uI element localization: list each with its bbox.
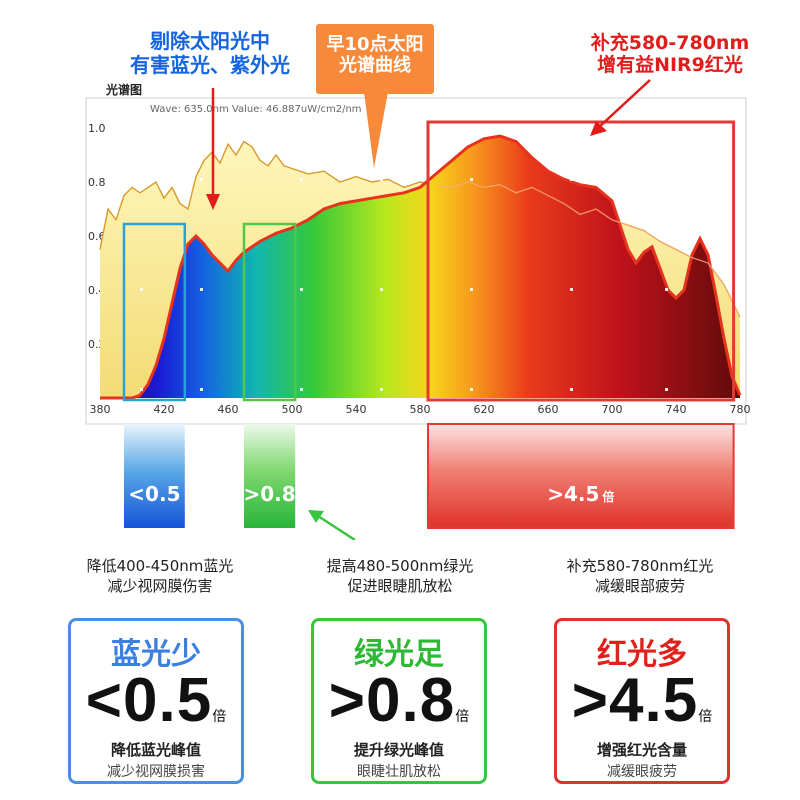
x-tick-label: 540: [346, 403, 367, 416]
red-callout-line2: 增有益NIR9红光: [597, 54, 743, 77]
product-spectrum-area: [100, 136, 740, 398]
grid-dot: [140, 288, 143, 291]
grid-dot: [300, 178, 303, 181]
card-blue-unit: 倍: [212, 708, 227, 724]
grid-dot: [200, 388, 203, 391]
card-blue-value-row: <0.5倍: [71, 665, 241, 736]
red-callout-arrow-icon: [590, 79, 651, 136]
x-tick-label: 420: [154, 403, 175, 416]
x-tick-label: 700: [602, 403, 623, 416]
card-red-value: >4.5: [571, 666, 699, 735]
y-tick-label: 1.0: [88, 122, 106, 135]
x-tick-label: 580: [410, 403, 431, 416]
grid-dot: [140, 178, 143, 181]
blue-callout-line2: 有害蓝光、紫外光: [130, 52, 290, 77]
card-red-unit: 倍: [698, 708, 713, 724]
blue-callout-line1: 剔除太阳光中: [150, 29, 270, 53]
red-ratio-unit: 倍: [602, 489, 614, 504]
grid-dot: [470, 288, 473, 291]
card-green-value-row: >0.8倍: [314, 665, 484, 736]
chart-title: 光谱图: [105, 82, 142, 97]
grid-dot: [470, 388, 473, 391]
band-text-blue: 降低400-450nm蓝光 减少视网膜伤害: [40, 556, 280, 597]
band-blue-line1: 降低400-450nm蓝光: [86, 557, 234, 575]
card-green-title: 绿光足: [354, 637, 444, 672]
x-tick-labels: 380 420 460 500 540 580 620 660 700 740 780: [90, 403, 751, 416]
card-red-value-row: >4.5倍: [557, 665, 727, 736]
card-blue-value: <0.5: [85, 666, 213, 735]
grid-dot: [665, 288, 668, 291]
wave-readout: Wave: 635.0nm Value: 46.887uW/cm2/nm: [150, 104, 362, 115]
y-tick-label: 0.6: [88, 230, 106, 243]
grid-dot: [380, 288, 383, 291]
grid-dot: [665, 178, 668, 181]
grid-dot: [200, 288, 203, 291]
band-text-green: 提高480-500nm绿光 促进眼睫肌放松: [282, 556, 518, 597]
blue-ratio-bar: [124, 424, 185, 528]
blue-callout: 剔除太阳光中 有害蓝光、紫外光: [110, 29, 310, 77]
red-ratio-bar: [427, 423, 735, 529]
green-ratio-label: >0.8: [244, 482, 296, 506]
x-tick-label: 620: [474, 403, 495, 416]
grid-dot: [300, 388, 303, 391]
blue-callout-arrow-icon: [206, 88, 220, 210]
card-red-line1: 增强红光含量: [596, 741, 687, 759]
card-blue-less: 蓝光少 <0.5倍 降低蓝光峰值 减少视网膜损害: [68, 618, 244, 784]
green-bar-arrow-icon: [308, 510, 356, 540]
green-region-frame: [242, 222, 297, 402]
band-red-line2: 减缓眼部疲劳: [594, 577, 685, 596]
band-green-line1: 提高480-500nm绿光: [326, 557, 474, 575]
red-ratio-label: >4.5 倍: [547, 482, 614, 506]
grid-dot: [140, 388, 143, 391]
orange-callout-line1: 早10点太阳: [326, 34, 424, 55]
card-green-line1: 提升绿光峰值: [353, 741, 444, 759]
x-tick-label: 380: [90, 403, 111, 416]
red-region-frame: [426, 120, 736, 402]
orange-callout-arrow-icon: [364, 92, 388, 168]
card-green-unit: 倍: [455, 708, 470, 724]
red-ratio-value: >4.5: [547, 482, 599, 506]
band-green-line2: 促进眼睫肌放松: [347, 577, 453, 596]
card-red-more: 红光多 >4.5倍 增强红光含量 减缓眼疲劳: [554, 618, 730, 784]
grid-dot: [570, 388, 573, 391]
red-callout-line1: 补充580-780nm: [590, 32, 750, 54]
card-red-line2: 减缓眼疲劳: [607, 764, 677, 780]
card-red-title: 红光多: [597, 637, 687, 672]
green-ratio-bar: [244, 424, 296, 528]
card-green-value: >0.8: [328, 666, 456, 735]
card-blue-title: 蓝光少: [111, 637, 201, 672]
orange-callout: 早10点太阳 光谱曲线: [316, 24, 434, 94]
grid-dot: [665, 388, 668, 391]
grid-dot: [380, 388, 383, 391]
orange-callout-line2: 光谱曲线: [339, 55, 411, 77]
grid-dot: [570, 288, 573, 291]
red-callout: 补充580-780nm 增有益NIR9红光: [570, 32, 770, 77]
y-tick-label: 0.8: [88, 176, 106, 189]
grid-dot: [200, 178, 203, 181]
card-blue-line2: 减少视网膜损害: [107, 764, 205, 780]
blue-region-frame: [122, 222, 187, 402]
card-green-enough: 绿光足 >0.8倍 提升绿光峰值 眼睫壮肌放松: [311, 618, 487, 784]
card-blue-line1: 降低蓝光峰值: [110, 741, 201, 759]
spectrum-chart: 光谱图 Wave: 635.0nm Value: 46.887uW/cm2/nm…: [85, 79, 751, 540]
card-green-line2: 眼睫壮肌放松: [357, 764, 441, 780]
blue-ratio-label: <0.5: [128, 482, 180, 506]
x-tick-label: 780: [730, 403, 751, 416]
band-blue-line2: 减少视网膜伤害: [107, 577, 213, 596]
sun-spectrum-line-overlay: [435, 181, 741, 318]
grid-dot: [470, 178, 473, 181]
x-tick-label: 740: [666, 403, 687, 416]
x-tick-label: 660: [538, 403, 559, 416]
grid-dots: [140, 178, 668, 391]
x-tick-label: 500: [282, 403, 303, 416]
x-tick-label: 460: [218, 403, 239, 416]
grid-dot: [300, 288, 303, 291]
grid-dot: [380, 178, 383, 181]
band-text-red: 补充580-780nm红光 减缓眼部疲劳: [520, 556, 760, 597]
grid-dot: [570, 178, 573, 181]
band-red-line1: 补充580-780nm红光: [566, 557, 714, 575]
